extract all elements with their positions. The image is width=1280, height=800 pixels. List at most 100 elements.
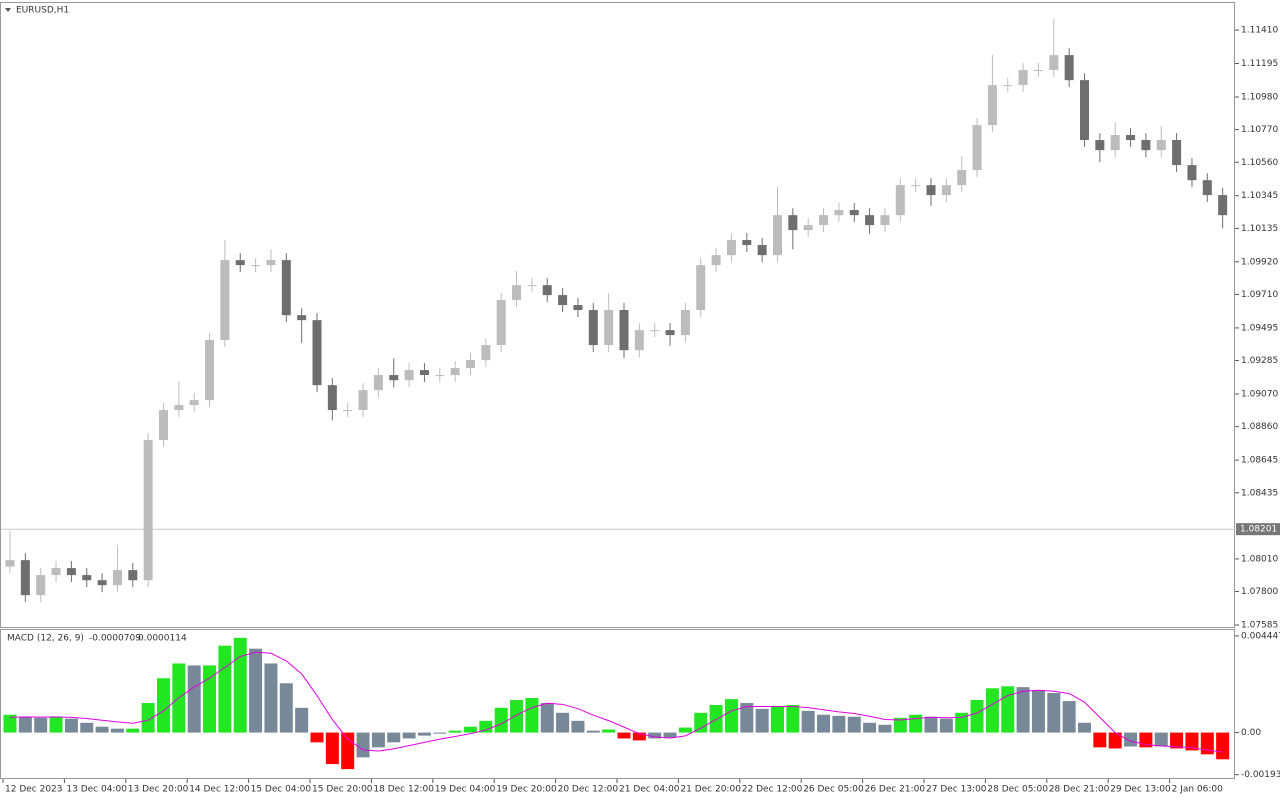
candle-body xyxy=(773,215,782,256)
candle-body xyxy=(987,85,997,126)
y-tick-label: 1.08435 xyxy=(1241,488,1278,498)
histogram-bar xyxy=(586,730,600,733)
x-tick-label: 21 Dec 04:00 xyxy=(619,785,680,795)
histogram-bar xyxy=(740,703,754,733)
histogram-bar xyxy=(479,720,493,733)
histogram-bar xyxy=(187,665,201,733)
histogram-bar xyxy=(264,663,278,733)
histogram-bar xyxy=(448,730,462,733)
x-tick-label: 26 Dec 05:00 xyxy=(803,785,864,795)
histogram-bar xyxy=(402,732,416,739)
candle-body xyxy=(312,320,322,386)
histogram-bar xyxy=(709,704,723,733)
candle-body xyxy=(527,285,537,287)
candle-body xyxy=(1202,180,1212,196)
histogram-bar xyxy=(80,722,94,733)
candle-body xyxy=(1218,195,1228,216)
candle-body xyxy=(972,125,982,171)
histogram-bar xyxy=(801,710,815,733)
candle-body xyxy=(419,370,429,376)
candle-body xyxy=(159,410,168,441)
histogram-bar xyxy=(110,728,124,733)
histogram-bar xyxy=(832,715,846,733)
histogram-bar xyxy=(1108,732,1122,749)
histogram-bar xyxy=(1170,732,1184,749)
candle-body xyxy=(819,215,829,226)
y-tick-label: 1.11195 xyxy=(1241,59,1278,69)
histogram-bar xyxy=(924,716,938,733)
histogram-bar xyxy=(126,728,140,733)
histogram-bar xyxy=(817,714,831,733)
histogram-bar xyxy=(95,726,109,733)
histogram-bar xyxy=(1062,701,1076,733)
histogram-bar xyxy=(1016,687,1030,733)
candle-body xyxy=(803,225,813,231)
histogram-bar xyxy=(540,703,554,733)
histogram-bar xyxy=(325,732,339,765)
candle-body xyxy=(66,568,76,576)
candle-body xyxy=(1141,140,1151,151)
candle-body xyxy=(450,368,460,376)
histogram-bar xyxy=(1031,690,1045,733)
candle-body xyxy=(757,245,767,256)
y-tick-label: 1.11410 xyxy=(1241,26,1278,36)
histogram-bar xyxy=(49,716,63,733)
y-tick-label: -0.0019393 xyxy=(1241,770,1280,780)
histogram-bar xyxy=(433,732,447,734)
candle-body xyxy=(189,400,199,406)
x-tick-label: 13 Dec 20:00 xyxy=(128,785,189,795)
histogram-bar xyxy=(878,724,892,733)
candle-body xyxy=(404,370,414,381)
candle-body xyxy=(174,405,184,411)
histogram-bar xyxy=(64,718,78,733)
x-tick-label: 22 Dec 12:00 xyxy=(742,785,803,795)
macd-value: -0.0000709 xyxy=(89,634,141,644)
x-tick-label: 13 Dec 04:00 xyxy=(66,785,127,795)
histogram-bar xyxy=(510,699,524,733)
candle-body xyxy=(865,215,875,226)
histogram-bar xyxy=(648,732,662,739)
candle-body xyxy=(788,215,798,231)
candle-body xyxy=(235,260,245,266)
y-tick-label: 1.08645 xyxy=(1241,456,1278,466)
histogram-bar xyxy=(617,732,631,739)
candle-body xyxy=(1172,140,1182,166)
candle-body xyxy=(1126,135,1136,141)
histogram-bar xyxy=(464,726,477,733)
histogram-bar xyxy=(249,648,263,733)
histogram-bar xyxy=(1093,732,1107,748)
y-tick-label: 1.09920 xyxy=(1241,257,1278,267)
x-tick-label: 19 Dec 20:00 xyxy=(496,785,557,795)
y-tick-label: 1.07800 xyxy=(1241,587,1278,597)
price-pane xyxy=(0,2,1235,628)
candle-body xyxy=(1018,70,1028,86)
candle-body xyxy=(1049,55,1059,71)
histogram-bar xyxy=(663,732,677,738)
menu-arrow[interactable] xyxy=(5,8,11,12)
histogram-bar xyxy=(556,712,570,733)
candle-body xyxy=(941,185,951,196)
candle-body xyxy=(327,385,337,411)
candle-body xyxy=(1187,165,1197,181)
y-tick-label: 0.0044478 xyxy=(1241,631,1280,641)
candle-body xyxy=(634,330,644,351)
x-tick-label: 21 Dec 20:00 xyxy=(680,785,741,795)
candle-body xyxy=(512,285,522,301)
histogram-bar xyxy=(3,714,17,733)
histogram-bar xyxy=(1200,732,1214,755)
candle-body xyxy=(650,330,660,332)
histogram-bar xyxy=(295,707,309,733)
candle-body xyxy=(1095,140,1105,151)
candle-body xyxy=(742,240,752,246)
x-tick-label: 12 Dec 2023 xyxy=(5,785,63,795)
histogram-bar xyxy=(371,732,385,748)
x-tick-label: 18 Dec 12:00 xyxy=(373,785,434,795)
candle-body xyxy=(205,340,215,401)
candle-body xyxy=(957,170,967,186)
y-tick-label: 1.10770 xyxy=(1241,125,1278,135)
candle-body xyxy=(619,310,629,351)
histogram-bar xyxy=(218,645,232,733)
candle-body xyxy=(481,345,491,361)
candle-body xyxy=(696,265,706,311)
histogram-bar xyxy=(771,705,784,733)
